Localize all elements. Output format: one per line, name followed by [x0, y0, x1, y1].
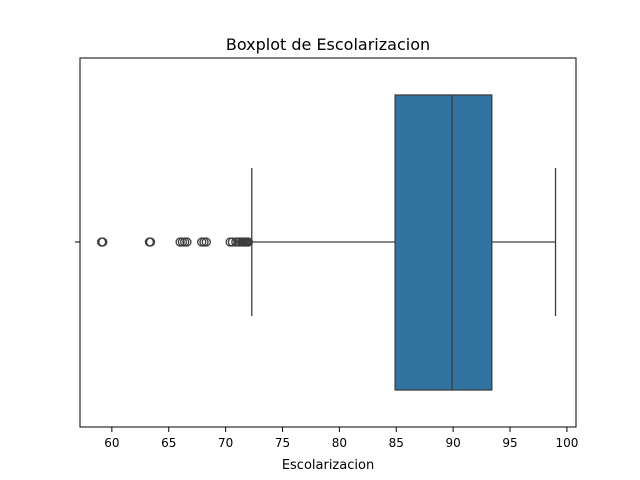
- outlier-point: [227, 237, 238, 247]
- outlier-point: [243, 237, 254, 247]
- x-tick-label: 90: [445, 436, 460, 450]
- interquartile-box: [394, 94, 493, 391]
- x-tick-label: 100: [555, 436, 578, 450]
- plot-area: [96, 94, 557, 391]
- x-tick-label: 65: [161, 436, 176, 450]
- x-tick-label: 75: [275, 436, 290, 450]
- x-tick-label: 80: [332, 436, 347, 450]
- outlier-point: [145, 237, 156, 247]
- outlier-point: [98, 237, 108, 247]
- x-tick-label: 85: [389, 436, 404, 450]
- x-axis: 60 65 70 75 80 85 90 95 100: [75, 241, 578, 450]
- x-tick-label: 60: [104, 436, 119, 450]
- chart-title: Boxplot de Escolarizacion: [226, 35, 430, 54]
- x-axis-label: Escolarizacion: [282, 458, 374, 473]
- outlier-point: [201, 237, 211, 247]
- x-tick-label: 70: [218, 436, 233, 450]
- outlier-point: [182, 237, 192, 247]
- x-tick-label: 95: [502, 436, 517, 450]
